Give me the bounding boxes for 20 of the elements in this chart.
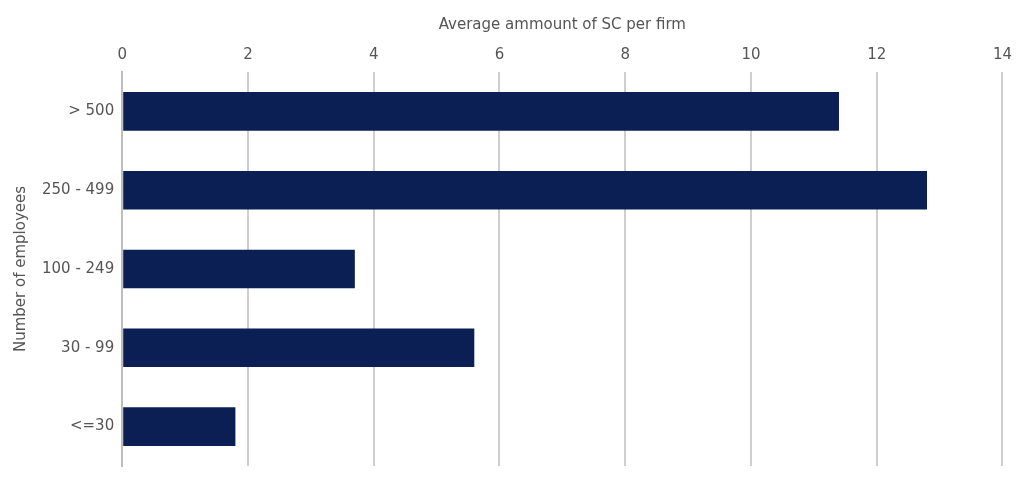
- y-axis-title: Number of employees: [10, 185, 29, 353]
- y-tick-label: 100 - 249: [41, 258, 115, 277]
- bar: [123, 407, 236, 446]
- bar: [123, 170, 928, 210]
- x-tick-label: 8: [620, 44, 630, 63]
- y-tick-label: 30 - 99: [61, 337, 115, 356]
- x-tick-label: 12: [867, 44, 887, 63]
- x-tick-label: 14: [992, 44, 1012, 63]
- y-tick-label: 250 - 499: [41, 180, 115, 199]
- x-tick-label: 10: [741, 44, 761, 63]
- x-tick-label: 6: [494, 44, 505, 63]
- x-tick-label: 4: [368, 44, 379, 63]
- y-tick-label: <=30: [69, 416, 115, 435]
- x-tick-label: 0: [117, 44, 127, 63]
- bar: [123, 92, 839, 131]
- bar: [123, 249, 355, 289]
- bar: [123, 328, 475, 368]
- y-tick-label: > 500: [68, 101, 115, 120]
- x-axis-title: Average ammount of SC per firm: [438, 14, 686, 33]
- x-tick-label: 2: [243, 44, 253, 63]
